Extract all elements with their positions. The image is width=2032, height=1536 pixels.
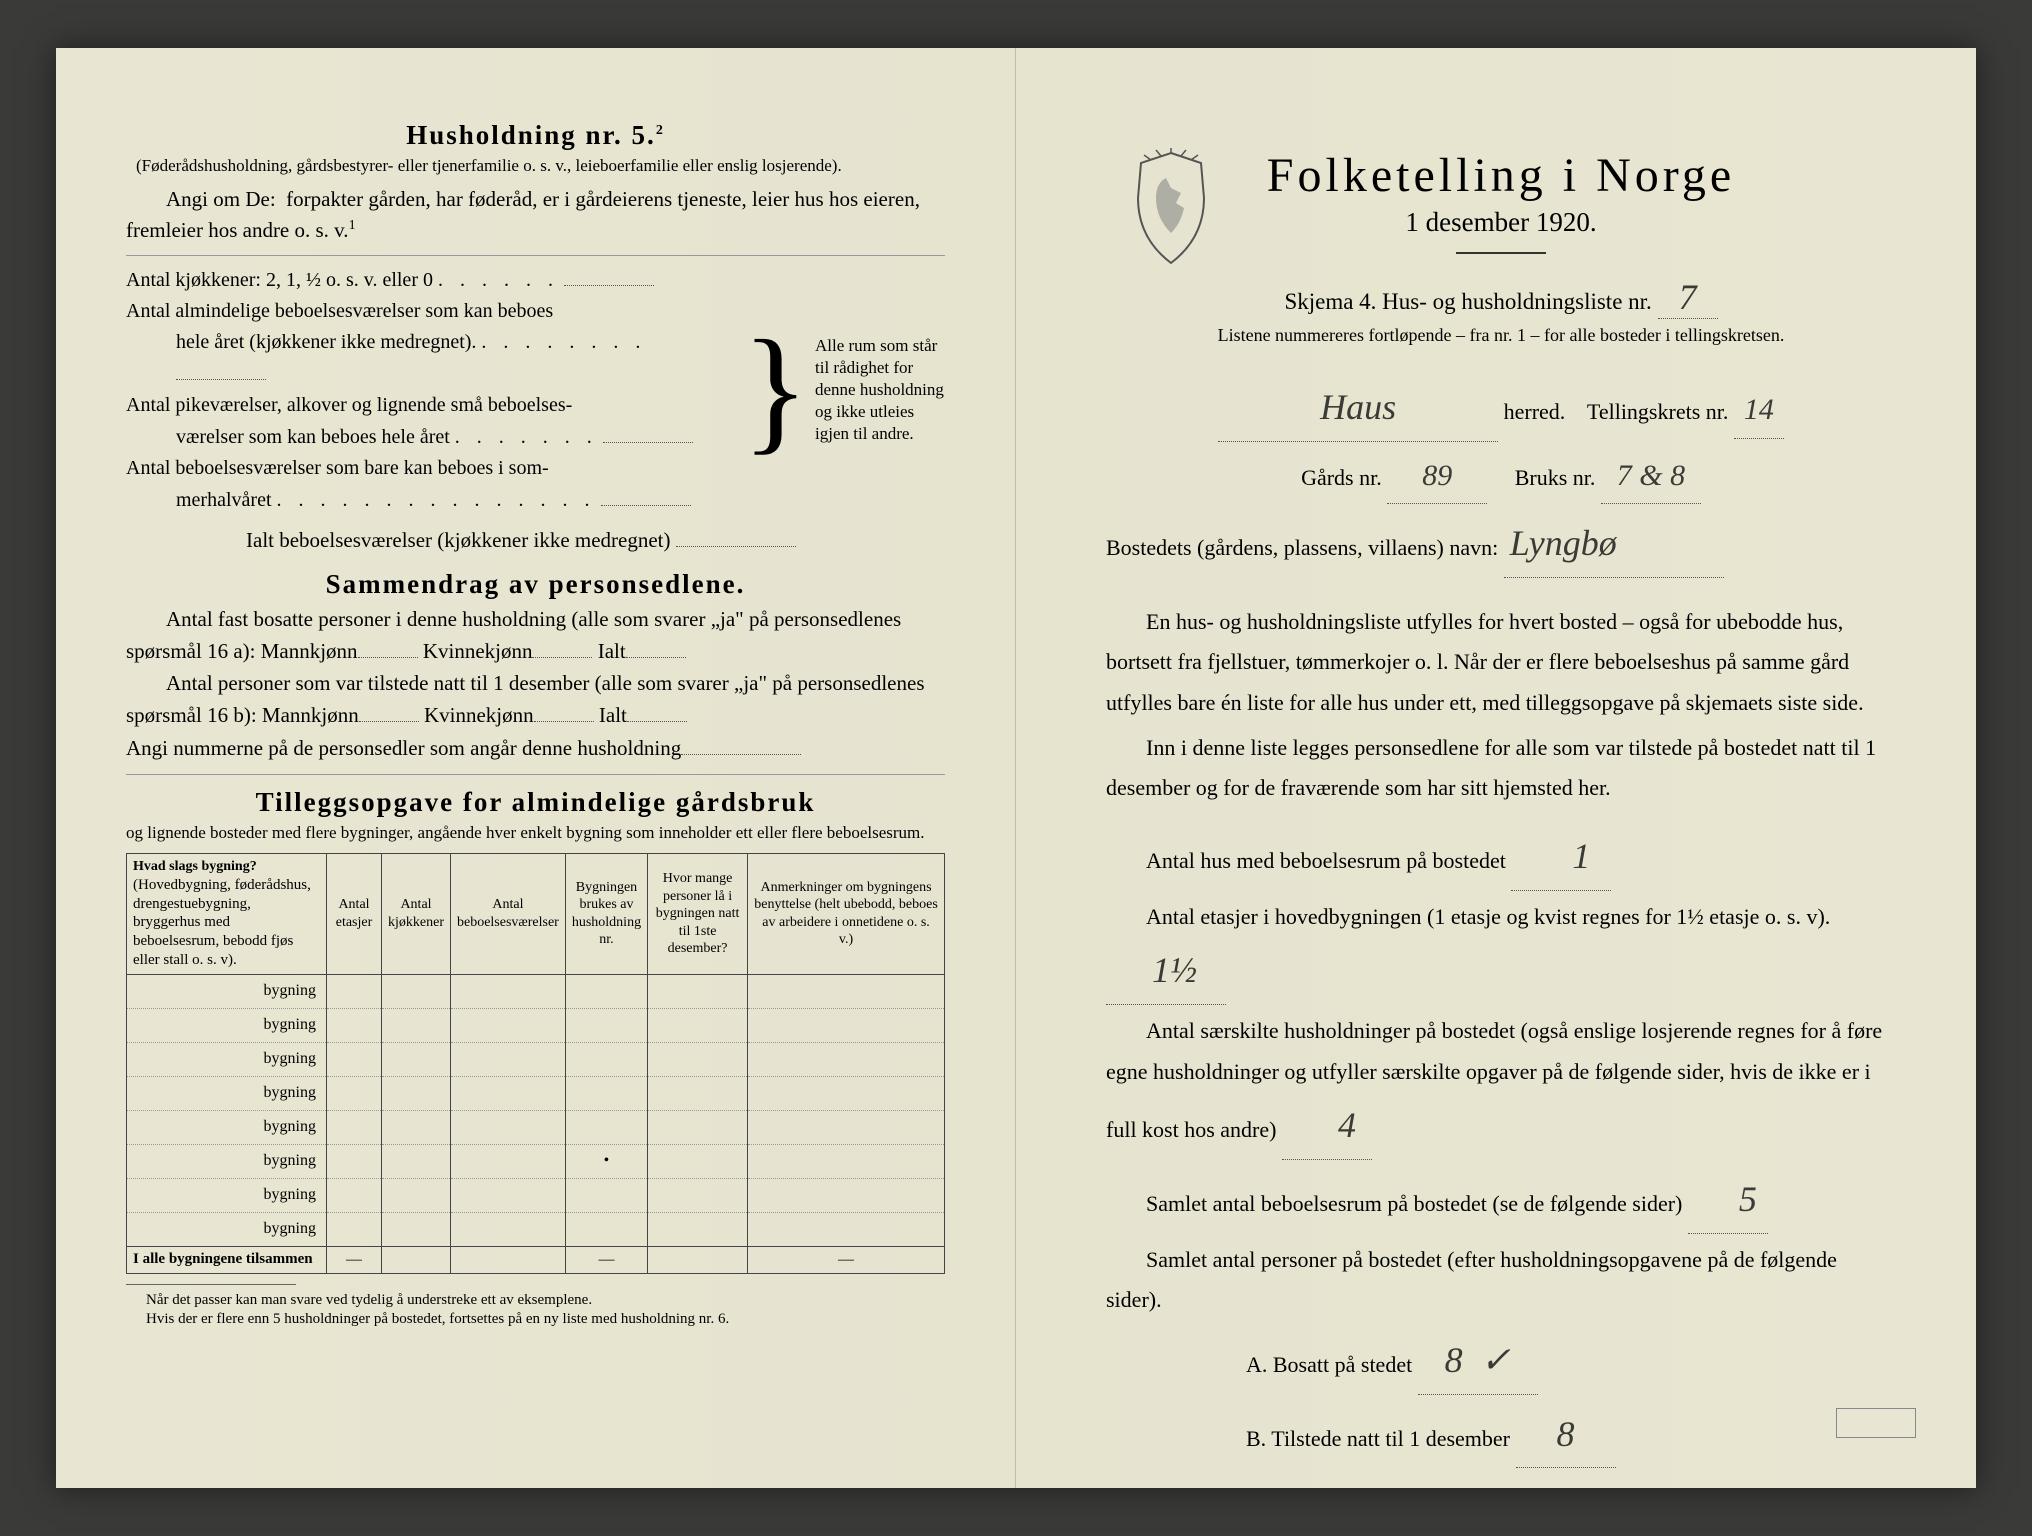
- brace-icon: }: [736, 264, 815, 516]
- q4: Samlet antal beboelsesrum på bostedet (s…: [1106, 1166, 1896, 1234]
- bracket-note: Alle rum som står til rådighet for denne…: [815, 264, 945, 516]
- table-row: bygning•: [127, 1144, 945, 1178]
- tillegg-title: Tilleggsopgave for almindelige gårdsbruk: [126, 787, 945, 818]
- angi-line: Angi om De: forpakter gården, har føderå…: [126, 184, 945, 247]
- gards-line: Gårds nr. 89 Bruks nr. 7 & 8: [1106, 448, 1896, 505]
- table-row: bygning: [127, 1008, 945, 1042]
- table-row: bygning: [127, 1042, 945, 1076]
- right-page: Folketelling i Norge 1 desember 1920. Sk…: [1016, 48, 1976, 1488]
- subtitle: 1 desember 1920.: [1106, 207, 1896, 238]
- q2: Antal etasjer i hovedbygningen (1 etasje…: [1106, 897, 1896, 1005]
- q1: Antal hus med beboelsesrum på bostedet 1: [1106, 823, 1896, 891]
- table-row: bygning: [127, 1212, 945, 1246]
- herred-line: Haus herred. Tellingskrets nr. 14: [1106, 374, 1896, 442]
- listene-note: Listene nummereres fortløpende – fra nr.…: [1106, 325, 1896, 346]
- tillegg-intro: og lignende bosteder med flere bygninger…: [126, 822, 945, 845]
- qB: B. Tilstede natt til 1 desember 8: [1106, 1401, 1896, 1469]
- main-title: Folketelling i Norge: [1106, 148, 1896, 203]
- sammendrag-title: Sammendrag av personsedlene.: [126, 569, 945, 600]
- para1: En hus- og husholdningsliste utfylles fo…: [1106, 602, 1896, 724]
- qA: A. Bosatt på stedet 8 ✓: [1106, 1327, 1896, 1395]
- rooms-block: Antal kjøkkener: 2, 1, ½ o. s. v. eller …: [126, 264, 945, 516]
- title-paren: (Føderådshusholdning, gårdsbestyrer- ell…: [126, 155, 945, 178]
- sammen-p3: Angi nummerne på de personsedler som ang…: [126, 732, 945, 765]
- footnote: Når det passer kan man svare ved tydelig…: [126, 1284, 945, 1330]
- table-row: bygning: [127, 1178, 945, 1212]
- table-row: bygning: [127, 1110, 945, 1144]
- q5: Samlet antal personer på bostedet (efter…: [1106, 1240, 1896, 1321]
- left-page: Husholdning nr. 5.2 (Føderådshusholdning…: [56, 48, 1016, 1488]
- sammen-p2: Antal personer som var tilstede natt til…: [126, 668, 945, 732]
- para2: Inn i denne liste legges personsedlene f…: [1106, 728, 1896, 809]
- bosted-line: Bostedets (gårdens, plassens, villaens) …: [1106, 510, 1896, 578]
- skjema-line: Skjema 4. Hus- og husholdningsliste nr. …: [1106, 276, 1896, 319]
- table-row: bygning: [127, 1076, 945, 1110]
- document-spread: Husholdning nr. 5.2 (Føderådshusholdning…: [56, 48, 1976, 1488]
- bygning-table: Hvad slags bygning?(Hovedbygning, føderå…: [126, 853, 945, 1273]
- table-row: bygning: [127, 974, 945, 1008]
- divider: [1456, 252, 1546, 254]
- q3: Antal særskilte husholdninger på bostede…: [1106, 1011, 1896, 1160]
- household-title: Husholdning nr. 5.2: [126, 120, 945, 151]
- sammen-p1: Antal fast bosatte personer i denne hush…: [126, 604, 945, 668]
- coat-of-arms-icon: [1126, 148, 1216, 268]
- printer-mark: [1836, 1408, 1916, 1438]
